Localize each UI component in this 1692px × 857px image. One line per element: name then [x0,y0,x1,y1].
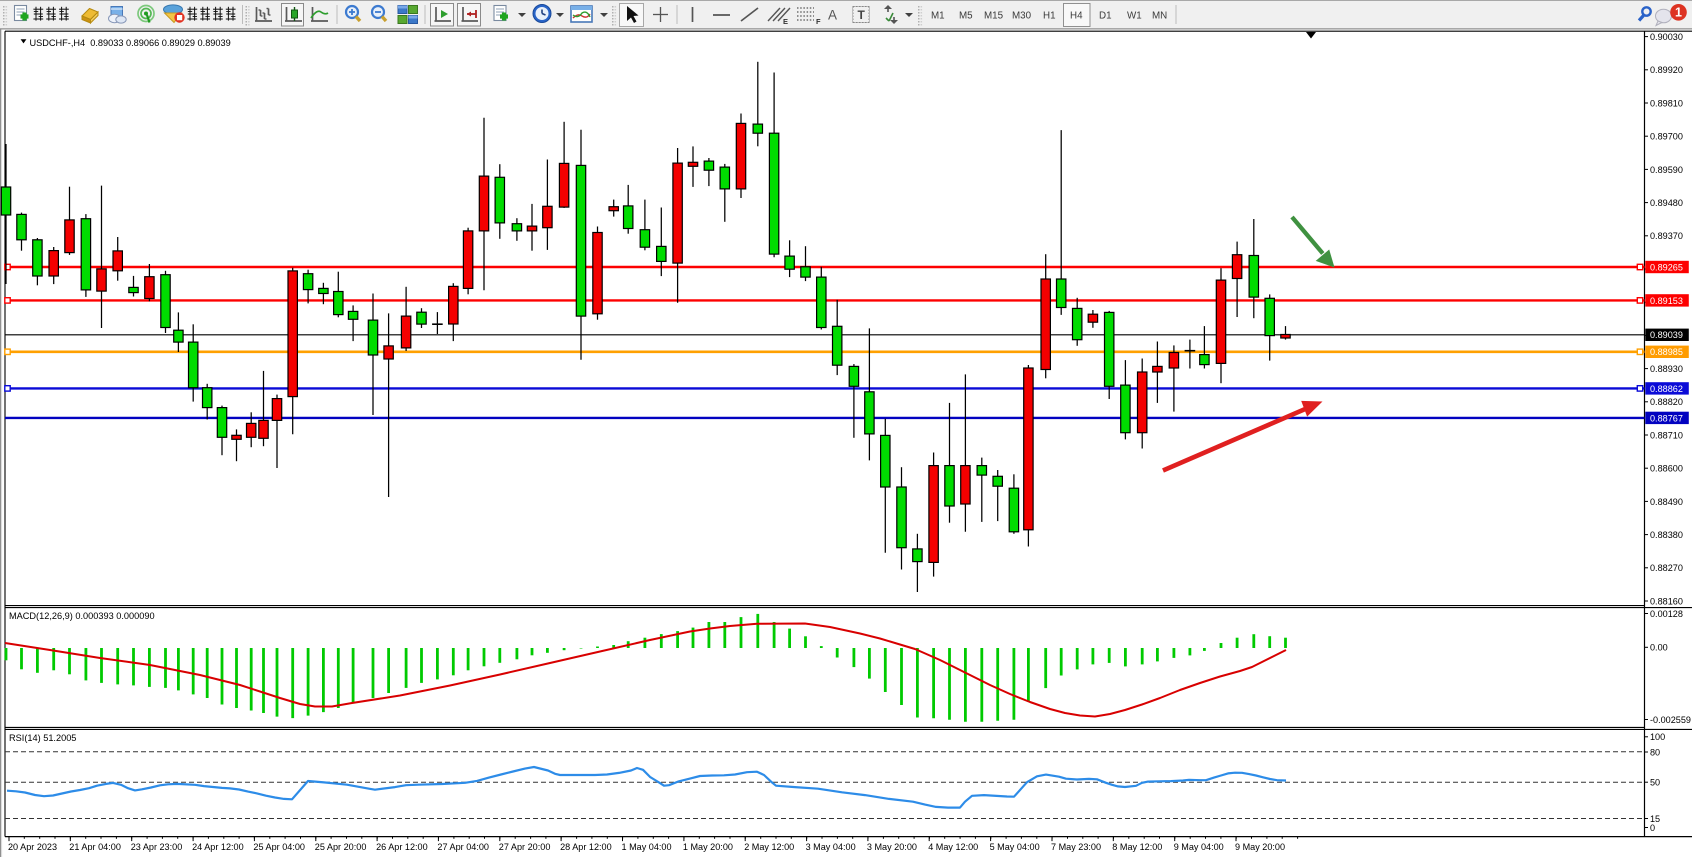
svg-text:0.89370: 0.89370 [1650,231,1683,241]
svg-text:0.88270: 0.88270 [1650,563,1683,573]
svg-text:0.88490: 0.88490 [1650,497,1683,507]
svg-text:100: 100 [1650,732,1665,742]
svg-text:0.88160: 0.88160 [1650,596,1683,606]
svg-text:0.88985: 0.88985 [1650,347,1683,357]
svg-text:0.88600: 0.88600 [1650,464,1683,474]
svg-text:9 May 20:00: 9 May 20:00 [1235,842,1285,852]
svg-text:0.89700: 0.89700 [1650,132,1683,142]
svg-text:F: F [816,17,821,26]
svg-text:USDCHF-,H4 0.89033 0.89066 0.: USDCHF-,H4 0.89033 0.89066 0.89029 0.890… [30,38,231,48]
svg-text:25 Apr 04:00: 25 Apr 04:00 [253,842,305,852]
svg-text:0.88862: 0.88862 [1650,384,1683,394]
svg-text:1 May 20:00: 1 May 20:00 [683,842,733,852]
svg-text:25 Apr 20:00: 25 Apr 20:00 [315,842,367,852]
svg-text:0.89265: 0.89265 [1650,262,1683,272]
svg-text:80: 80 [1650,747,1660,757]
svg-text:0.88767: 0.88767 [1650,413,1683,423]
svg-text:0: 0 [1650,823,1655,833]
svg-text:0.89039: 0.89039 [1650,330,1683,340]
svg-text:0.00: 0.00 [1650,643,1668,653]
svg-text:0.89590: 0.89590 [1650,165,1683,175]
svg-text:M5: M5 [959,11,973,22]
svg-text:H1: H1 [1043,11,1056,22]
svg-text:27 Apr 20:00: 27 Apr 20:00 [499,842,551,852]
svg-text:M1: M1 [931,11,945,22]
svg-text:T: T [858,8,866,22]
svg-text:-0.002559: -0.002559 [1650,715,1691,725]
svg-text:RSI(14) 51.2005: RSI(14) 51.2005 [9,733,76,743]
svg-text:W1: W1 [1127,11,1142,22]
svg-text:9 May 04:00: 9 May 04:00 [1174,842,1224,852]
svg-text:0.89153: 0.89153 [1650,296,1683,306]
svg-text:0.88930: 0.88930 [1650,364,1683,374]
svg-text:3 May 20:00: 3 May 20:00 [867,842,917,852]
svg-text:15: 15 [1650,814,1660,824]
svg-text:A: A [828,8,837,23]
svg-text:E: E [783,17,788,26]
svg-text:M30: M30 [1012,11,1032,22]
svg-text:26 Apr 12:00: 26 Apr 12:00 [376,842,428,852]
svg-text:1 May 04:00: 1 May 04:00 [622,842,672,852]
svg-text:0.88820: 0.88820 [1650,397,1683,407]
svg-text:21 Apr 04:00: 21 Apr 04:00 [69,842,121,852]
svg-text:28 Apr 12:00: 28 Apr 12:00 [560,842,612,852]
svg-text:0.00128: 0.00128 [1650,609,1683,619]
svg-text:M15: M15 [984,11,1004,22]
svg-text:MN: MN [1152,11,1167,22]
svg-text:D1: D1 [1099,11,1112,22]
svg-text:4 May 12:00: 4 May 12:00 [928,842,978,852]
svg-text:5 May 04:00: 5 May 04:00 [990,842,1040,852]
svg-text:3 May 04:00: 3 May 04:00 [806,842,856,852]
svg-text:7 May 23:00: 7 May 23:00 [1051,842,1101,852]
svg-text:1: 1 [1675,6,1682,20]
svg-text:27 Apr 04:00: 27 Apr 04:00 [437,842,489,852]
svg-text:0.88710: 0.88710 [1650,430,1683,440]
svg-text:23 Apr 23:00: 23 Apr 23:00 [131,842,183,852]
svg-text:20 Apr 2023: 20 Apr 2023 [8,842,57,852]
svg-text:0.88380: 0.88380 [1650,530,1683,540]
svg-text:0.89920: 0.89920 [1650,65,1683,75]
svg-text:0.89480: 0.89480 [1650,198,1683,208]
svg-text:0.89810: 0.89810 [1650,98,1683,108]
svg-text:2 May 12:00: 2 May 12:00 [744,842,794,852]
svg-text:0.90030: 0.90030 [1650,32,1683,42]
svg-text:50: 50 [1650,778,1660,788]
svg-text:H4: H4 [1070,11,1083,22]
svg-text:MACD(12,26,9) 0.000393 0.00009: MACD(12,26,9) 0.000393 0.000090 [9,611,155,621]
svg-text:24 Apr 12:00: 24 Apr 12:00 [192,842,244,852]
svg-text:8 May 12:00: 8 May 12:00 [1112,842,1162,852]
